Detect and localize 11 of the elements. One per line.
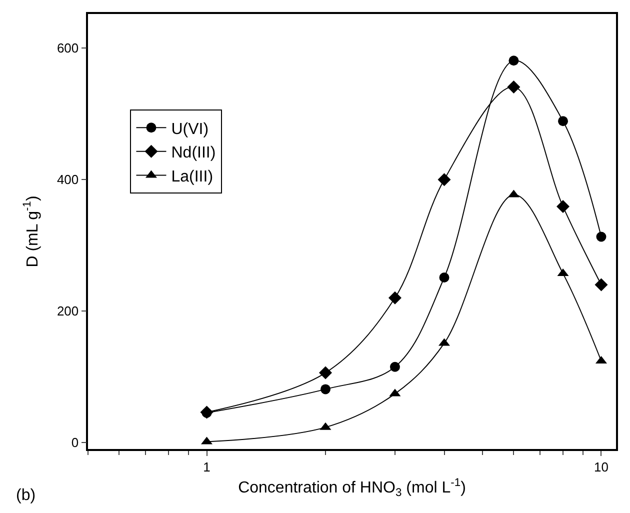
x-tick-label: 1 [203, 459, 210, 474]
text: (b) [16, 487, 36, 504]
y-tick-label: 400 [56, 172, 79, 188]
y-tick-label: 200 [56, 304, 79, 319]
legend-label: La(III) [171, 168, 214, 186]
y-tick-label: 0 [71, 434, 79, 450]
legend-label: Nd(III) [171, 144, 216, 162]
x-axis-title: Concentration of HNO$_{3}$ (mol L$^{-1}$) [238, 476, 466, 499]
legend-label: U(VI) [171, 120, 209, 138]
y-tick-label: 600 [56, 40, 79, 56]
x-tick-label: 10 [594, 459, 608, 474]
